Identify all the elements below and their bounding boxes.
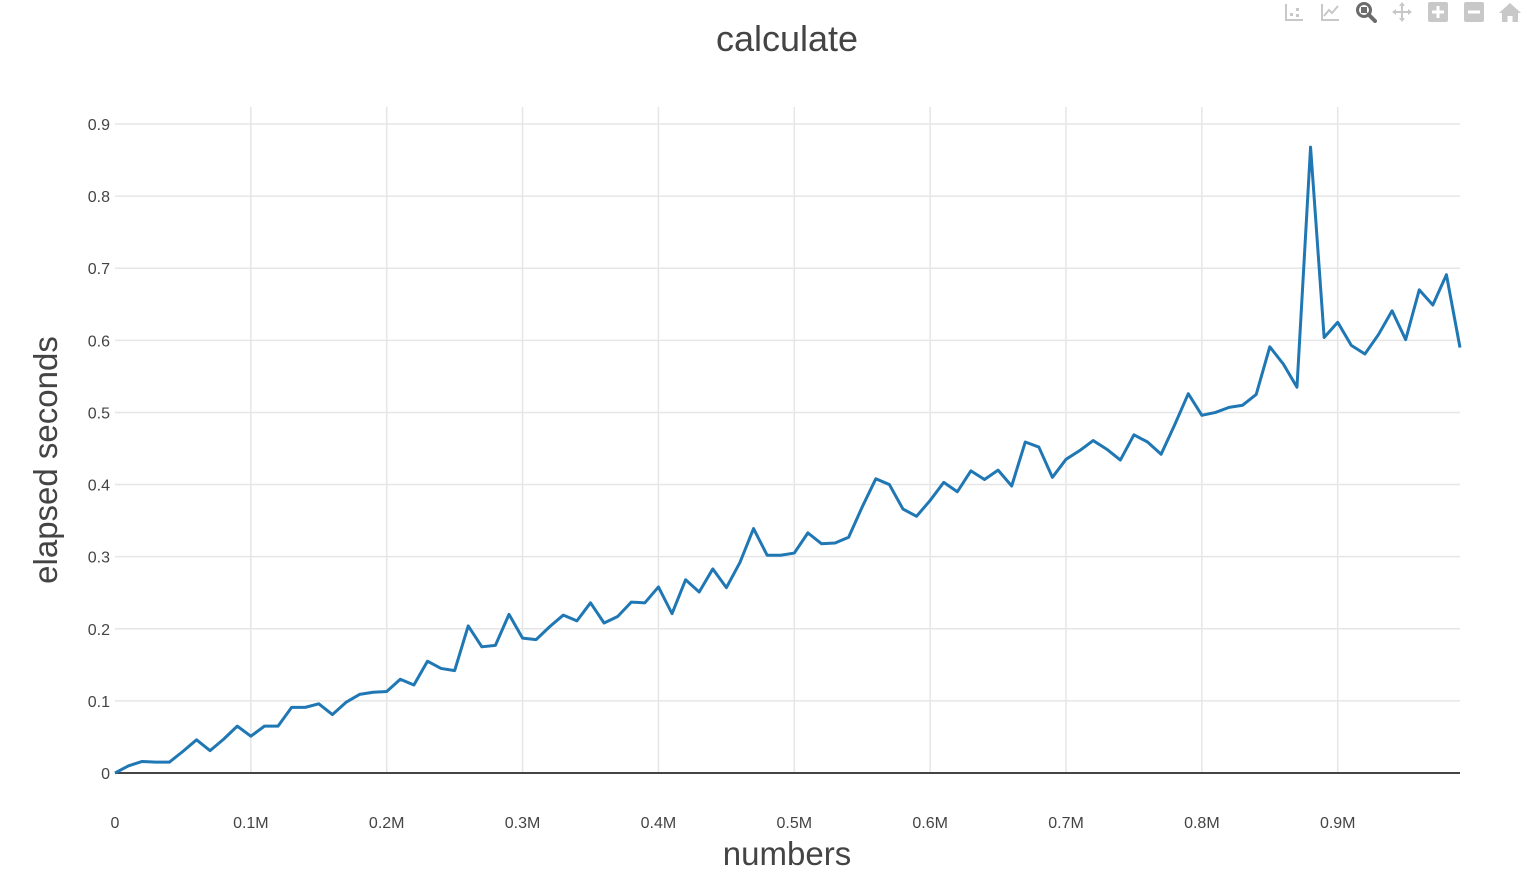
- y-axis-title: elapsed seconds: [27, 336, 64, 584]
- x-tick-label: 0.1M: [233, 815, 269, 832]
- show-closest-hover-button[interactable]: [1315, 0, 1345, 24]
- y-tick-label: 0.3: [88, 550, 110, 567]
- x-tick-label: 0.2M: [369, 815, 405, 832]
- zoom-out-button[interactable]: [1459, 0, 1489, 24]
- zoom-in-icon: [1428, 2, 1448, 22]
- pan-icon: [1392, 2, 1412, 22]
- x-tick-label: 0: [111, 815, 120, 832]
- show-closest-hover-icon: [1321, 4, 1339, 21]
- series-line[interactable]: [114, 145, 1462, 775]
- series-layer[interactable]: [114, 145, 1462, 775]
- y-axis-ticks: 0 0.1 0.2 0.3 0.4 0.5 0.6 0.7 0.8 0.9: [88, 117, 110, 783]
- x-axis-title: numbers: [723, 835, 851, 872]
- y-tick-label: 0.4: [88, 478, 110, 495]
- reset-axes-button[interactable]: [1495, 0, 1525, 24]
- x-tick-label: 0.5M: [777, 815, 813, 832]
- compare-data-hover-icon: [1285, 4, 1303, 21]
- pan-button[interactable]: [1387, 0, 1417, 24]
- y-tick-label: 0.6: [88, 333, 110, 350]
- x-tick-label: 0.3M: [505, 815, 541, 832]
- x-tick-label: 0.8M: [1184, 815, 1220, 832]
- y-tick-label: 0.2: [88, 622, 110, 639]
- y-tick-label: 0.8: [88, 189, 110, 206]
- zoom-in-button[interactable]: [1423, 0, 1453, 24]
- zoom-button[interactable]: [1351, 0, 1381, 24]
- zoom-icon: [1356, 2, 1377, 23]
- modebar: [1279, 0, 1529, 24]
- y-tick-label: 0.9: [88, 117, 110, 134]
- x-tick-label: 0.6M: [912, 815, 948, 832]
- compare-data-hover-button[interactable]: [1279, 0, 1309, 24]
- grid-lines: [115, 107, 1460, 773]
- y-tick-label: 0.7: [88, 261, 110, 278]
- y-tick-label: 0: [101, 766, 110, 783]
- reset-axes-home-icon: [1499, 3, 1521, 22]
- chart-title: calculate: [716, 18, 858, 59]
- y-tick-label: 0.1: [88, 694, 110, 711]
- y-tick-label: 0.5: [88, 405, 110, 422]
- x-tick-label: 0.7M: [1048, 815, 1084, 832]
- zoom-out-icon: [1464, 2, 1484, 22]
- x-tick-label: 0.4M: [641, 815, 677, 832]
- x-axis-ticks: 0 0.1M 0.2M 0.3M 0.4M 0.5M 0.6M 0.7M 0.8M 0.9M: [111, 815, 1356, 832]
- x-tick-label: 0.9M: [1320, 815, 1356, 832]
